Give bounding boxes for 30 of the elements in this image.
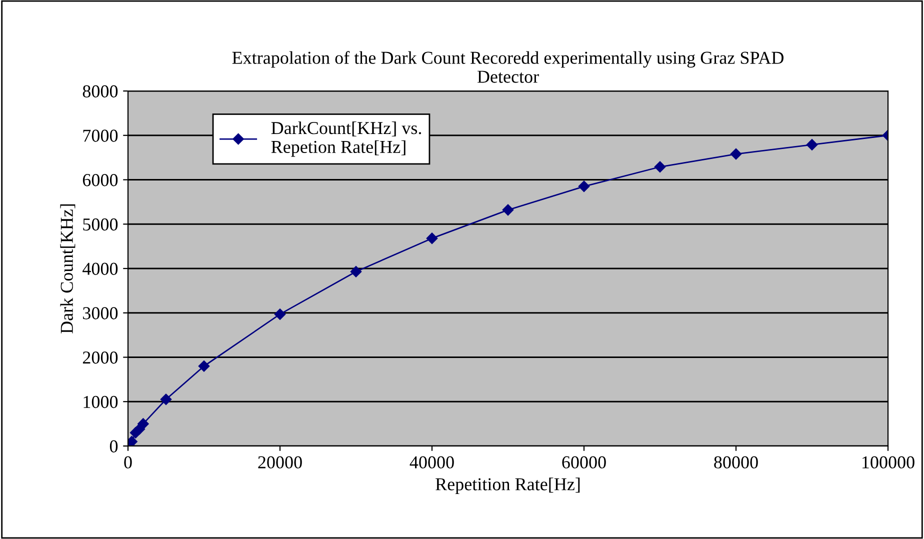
point: [806, 139, 818, 150]
point: [730, 148, 742, 160]
y-tick-label: 8000: [82, 85, 118, 98]
y-tick-label: 2000: [82, 352, 118, 364]
point: [578, 180, 590, 192]
x-tick-label: 20000: [258, 456, 302, 468]
x-tick-label: 80000: [714, 456, 758, 468]
point: [160, 394, 172, 406]
y-tick-label: 7000: [83, 130, 118, 142]
y-tick-label: 1000: [84, 396, 118, 408]
point: [138, 418, 149, 430]
point: [350, 266, 362, 278]
y-tick-label: 6000: [82, 174, 118, 186]
point: [198, 360, 210, 372]
y-axis-title: Dark Count[KHz]: [60, 204, 76, 334]
x-tick-label: 40000: [410, 456, 454, 468]
y-tick-label: 5000: [83, 218, 118, 231]
point: [502, 204, 514, 216]
x-tick-label: 100000: [862, 456, 914, 468]
point: [426, 232, 438, 244]
y-tick-label: 4000: [82, 262, 118, 275]
point: [274, 308, 286, 320]
x-axis-title: Repetition Rate[Hz]: [436, 478, 580, 494]
chart-title: Extrapolation of the Dark Count Recoredd experimentally using Graz SPAD Detector: [232, 51, 784, 83]
point: [654, 161, 666, 172]
y-tick-label: 3000: [83, 307, 118, 320]
y-tick-label: 0: [110, 440, 118, 452]
x-tick-label: 0: [124, 456, 132, 468]
x-tick-label: 60000: [562, 456, 606, 468]
legend-label: DarkCount[KHz] vs. Repetion Rate[Hz]: [271, 121, 422, 157]
